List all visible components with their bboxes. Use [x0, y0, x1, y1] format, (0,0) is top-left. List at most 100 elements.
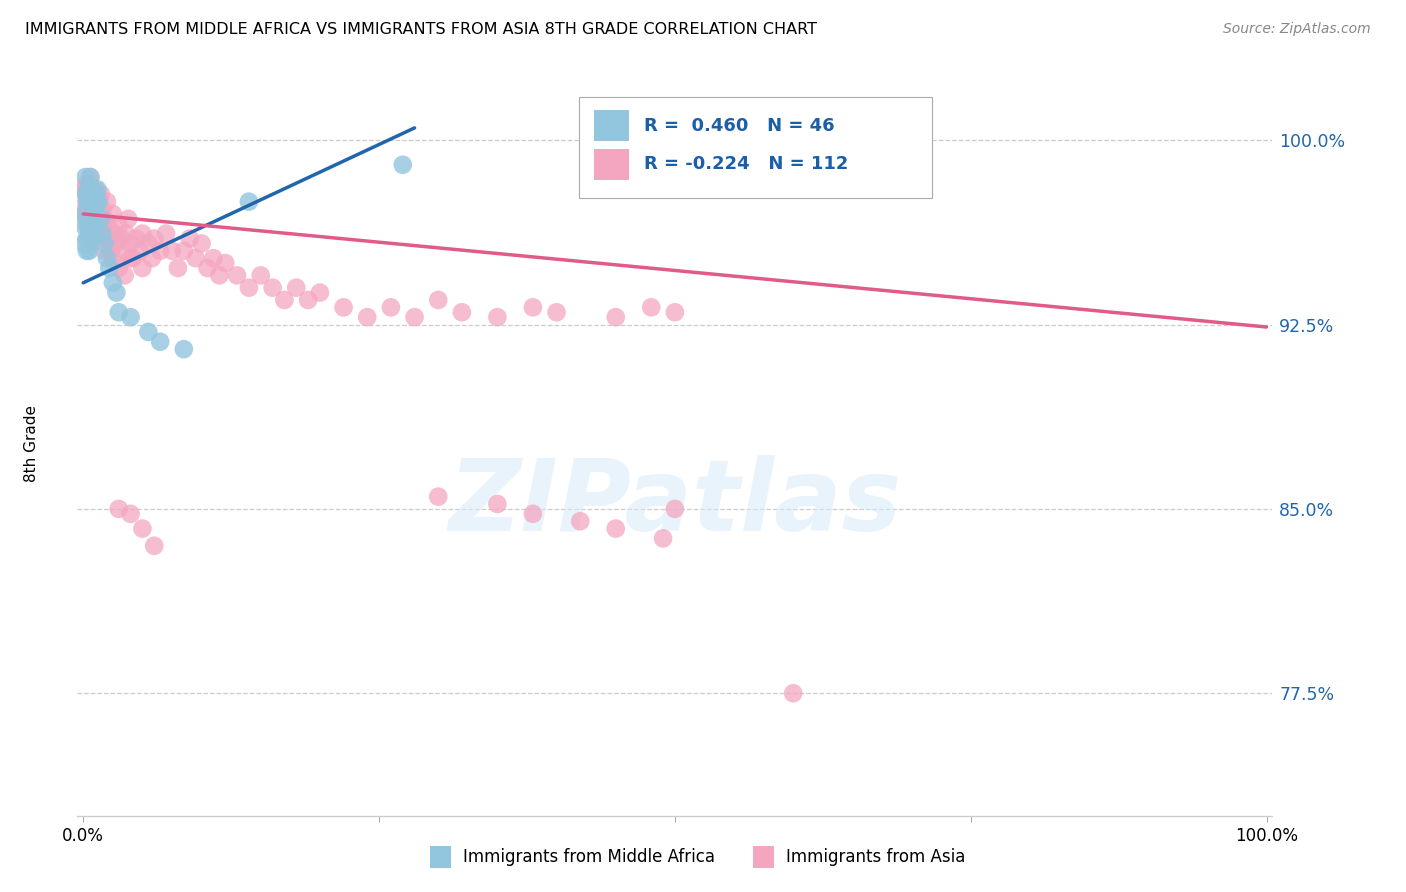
Point [605, 310, 627, 325]
Point [285, 281, 308, 295]
FancyBboxPatch shape [579, 97, 932, 198]
Bar [593, 110, 630, 141]
Bar [752, 846, 775, 868]
Point [664, 305, 686, 319]
Point [83, 227, 105, 241]
Point [79, 187, 101, 202]
Point [77, 194, 100, 209]
Point [77, 227, 100, 241]
Point [652, 532, 675, 546]
Point [173, 342, 195, 356]
Point [110, 231, 132, 245]
Point [76, 187, 98, 202]
Point [114, 268, 136, 283]
Point [90, 187, 112, 202]
Point [76, 244, 98, 258]
Point [249, 268, 271, 283]
Point [77, 194, 100, 209]
Point [84, 194, 107, 209]
Point [76, 194, 98, 209]
Text: Source: ZipAtlas.com: Source: ZipAtlas.com [1223, 22, 1371, 37]
Point [93, 244, 115, 258]
Point [184, 251, 207, 265]
Point [76, 231, 98, 245]
Point [125, 231, 148, 245]
Point [131, 260, 153, 275]
Point [167, 260, 190, 275]
Point [93, 219, 115, 234]
Point [80, 219, 103, 234]
Point [82, 219, 104, 234]
Point [141, 251, 163, 265]
Point [107, 502, 129, 516]
Point [84, 194, 107, 209]
Point [427, 490, 450, 504]
Bar [430, 846, 451, 868]
Point [309, 285, 332, 300]
Point [73, 219, 96, 234]
Point [90, 211, 112, 226]
Point [83, 219, 105, 234]
Point [155, 227, 177, 241]
Point [605, 522, 627, 536]
Text: Immigrants from Middle Africa: Immigrants from Middle Africa [464, 848, 716, 866]
Point [77, 211, 100, 226]
Point [664, 502, 686, 516]
Point [84, 194, 107, 209]
Point [96, 231, 118, 245]
Point [75, 187, 97, 202]
Point [80, 207, 103, 221]
Point [75, 178, 97, 192]
Point [79, 211, 101, 226]
Point [94, 231, 117, 245]
Point [80, 207, 103, 221]
Point [190, 236, 212, 251]
Point [101, 207, 124, 221]
Point [79, 169, 101, 184]
Point [122, 251, 145, 265]
Point [107, 260, 129, 275]
Point [782, 686, 804, 700]
Point [136, 236, 159, 251]
Point [79, 169, 101, 184]
Point [97, 219, 120, 234]
Point [98, 260, 121, 275]
Point [380, 301, 402, 315]
Point [120, 310, 142, 325]
Point [96, 251, 118, 265]
Point [77, 187, 100, 202]
Point [87, 194, 110, 209]
Point [131, 227, 153, 241]
Point [173, 244, 195, 258]
Point [451, 305, 474, 319]
Point [77, 244, 100, 258]
Point [75, 202, 97, 216]
Point [136, 325, 159, 339]
Point [101, 251, 124, 265]
Point [100, 244, 122, 258]
Point [82, 194, 104, 209]
Point [107, 219, 129, 234]
Point [76, 211, 98, 226]
Point [77, 202, 100, 216]
Point [77, 207, 100, 221]
Point [391, 158, 413, 172]
Point [197, 260, 219, 275]
Point [76, 211, 98, 226]
Point [82, 211, 104, 226]
Point [117, 211, 139, 226]
Point [80, 231, 103, 245]
Point [115, 227, 138, 241]
Point [640, 301, 662, 315]
Point [101, 276, 124, 290]
Bar [593, 149, 630, 180]
Point [297, 293, 319, 307]
Point [77, 219, 100, 234]
Point [120, 251, 142, 265]
Point [77, 219, 100, 234]
Point [486, 497, 509, 511]
Point [98, 231, 121, 245]
Point [84, 211, 107, 226]
Point [238, 194, 260, 209]
Point [90, 211, 112, 226]
